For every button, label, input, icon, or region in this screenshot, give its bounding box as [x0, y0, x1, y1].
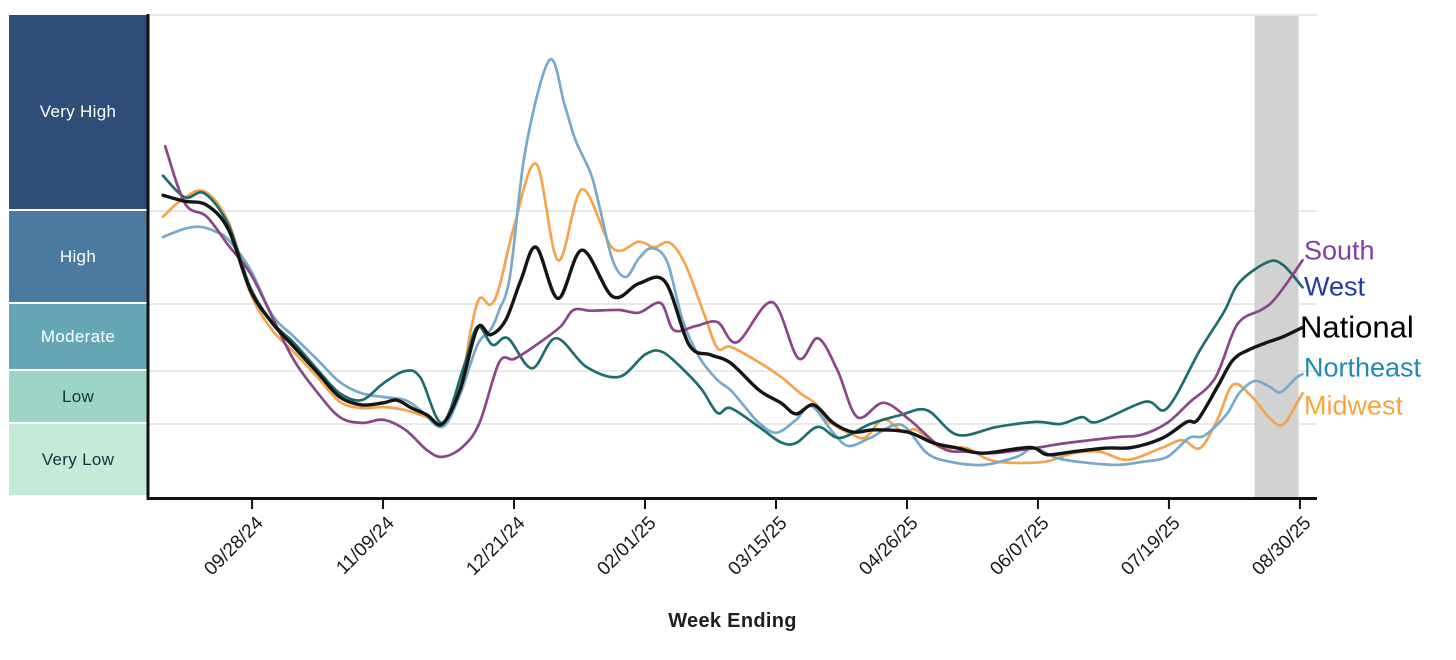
level-band-label: High: [59, 246, 97, 266]
level-band-very-low: Very Low: [9, 424, 147, 495]
provisional-data-band: [1254, 16, 1299, 497]
x-tick-label: 07/19/25: [1117, 513, 1184, 580]
level-band-label: Low: [61, 386, 95, 406]
x-tick-label: 04/26/25: [855, 513, 922, 580]
series-label-west: West: [1304, 271, 1366, 302]
level-band-high: High: [9, 211, 147, 302]
x-axis-title: Week Ending: [668, 610, 797, 632]
x-tick-label: 11/09/24: [332, 512, 398, 578]
series-line-south: [163, 144, 1304, 459]
series-label-national: National: [1300, 309, 1414, 345]
series-label-northeast: Northeast: [1304, 352, 1422, 383]
level-band-label: Very Low: [41, 449, 115, 469]
level-band-moderate: Moderate: [9, 304, 147, 369]
series-line-national: [161, 193, 1305, 457]
x-tick-label: 03/15/25: [724, 513, 791, 580]
x-tick-label: 02/01/25: [593, 513, 660, 580]
series-line-midwest: [161, 162, 1304, 465]
series-label-midwest: Midwest: [1304, 390, 1404, 421]
level-band-low: Low: [9, 371, 147, 422]
x-tick-label: 12/21/24: [462, 512, 529, 579]
x-tick-label: 09/28/24: [200, 512, 267, 579]
level-band-label: Very High: [39, 102, 117, 121]
x-tick-label: 06/07/25: [986, 513, 1053, 580]
level-band-label: Moderate: [40, 326, 116, 346]
level-band-very-high: Very High: [9, 15, 147, 209]
x-tick-label: 08/30/25: [1248, 513, 1315, 580]
series-line-northeast: [161, 57, 1304, 467]
series-label-south: South: [1304, 235, 1375, 266]
series-line-west: [161, 174, 1304, 446]
